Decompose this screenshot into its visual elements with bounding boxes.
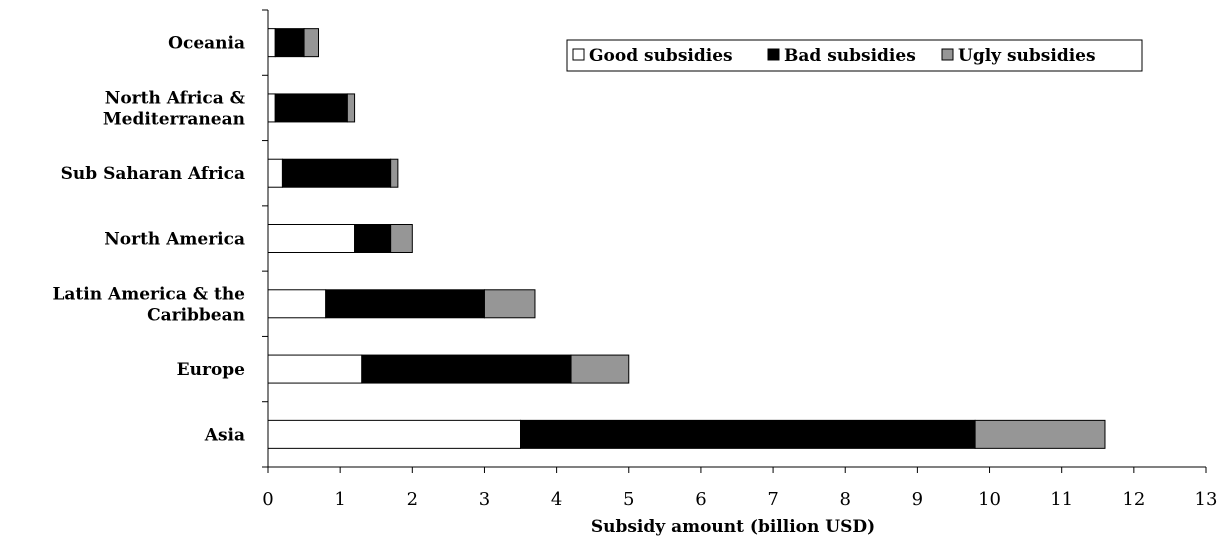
legend-swatch: [941, 48, 954, 61]
axes-group: [262, 9, 1207, 473]
bars-group: [267, 28, 1106, 449]
x-tick-label: 8: [840, 489, 851, 510]
bar-segment: [354, 224, 392, 253]
bar-segment: [267, 289, 327, 319]
bar-segment: [274, 93, 348, 123]
x-tick-label: 13: [1195, 489, 1218, 510]
bar-segment: [267, 354, 363, 384]
legend-swatch: [767, 48, 780, 61]
bar-segment: [267, 28, 276, 58]
x-tick-label: 6: [695, 489, 706, 510]
category-label: Asia: [204, 425, 245, 445]
bar-segment: [325, 289, 485, 319]
bar-segment: [303, 28, 320, 58]
category-labels: Asia Europe Latin America & the Caribbean No…: [52, 34, 245, 446]
bar-segment: [483, 289, 536, 319]
x-tick-label: 2: [407, 489, 418, 510]
bar-segment: [267, 224, 356, 253]
bar-segment: [520, 419, 976, 449]
category-label: Oceania: [168, 34, 245, 54]
legend-label: Good subsidies: [589, 46, 733, 66]
bar-segment: [390, 224, 413, 253]
category-label: North America: [104, 230, 245, 250]
x-tick-label: 12: [1122, 489, 1145, 510]
x-tick-label: 10: [978, 489, 1001, 510]
bar-segment: [281, 158, 392, 188]
bar-segment: [274, 28, 305, 58]
x-tick-label: 7: [767, 489, 778, 510]
category-label: Latin America & the Caribbean: [52, 284, 245, 325]
legend-swatch: [572, 48, 585, 61]
bar-segment: [267, 158, 283, 188]
legend-box: [566, 39, 1143, 72]
bar-segment: [361, 354, 572, 384]
x-tick-label: 0: [262, 489, 273, 510]
bar-segment: [390, 158, 399, 188]
bar-segment: [346, 93, 356, 123]
bar-segment: [974, 419, 1106, 449]
category-label: North Africa & Mediterranean: [103, 88, 246, 129]
x-tick-label: 3: [479, 489, 490, 510]
x-axis-title: Subsidy amount (billion USD): [591, 517, 875, 537]
legend-label: Bad subsidies: [784, 46, 916, 66]
x-tick-label: 4: [551, 489, 562, 510]
bar-segment: [267, 93, 276, 123]
x-tick-label: 1: [334, 489, 345, 510]
category-label: Sub Saharan Africa: [61, 164, 245, 184]
x-tick-label: 5: [623, 489, 634, 510]
x-tick-labels: 0 1 2 3 4 5 6 7 8 9 10 11 12 13: [262, 489, 1217, 510]
x-tick-label: 9: [912, 489, 923, 510]
bar-segment: [570, 354, 630, 384]
bar-segment: [267, 419, 522, 449]
category-label: Europe: [177, 360, 245, 380]
x-tick-label: 11: [1050, 489, 1073, 510]
legend-label: Ugly subsidies: [958, 46, 1096, 66]
legend: Good subsidies Bad subsidies Ugly subsidie…: [566, 39, 1143, 72]
